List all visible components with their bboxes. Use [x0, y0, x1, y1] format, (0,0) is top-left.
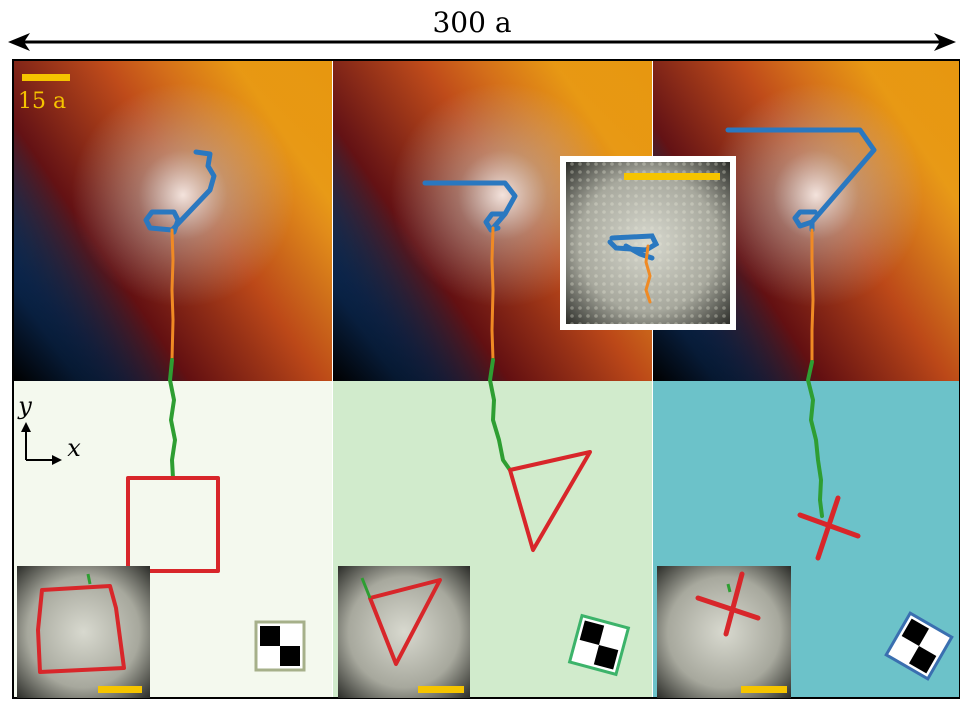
microscope-inset-field — [560, 156, 736, 330]
width-arrow — [8, 33, 956, 51]
y-axis-label: y — [17, 392, 32, 420]
inset-photo-1 — [17, 566, 150, 698]
trajectory-panel-3 — [725, 127, 877, 561]
inset-photo-2 — [338, 566, 470, 698]
trajectory-panel-1 — [126, 149, 220, 573]
trajectory-panel-2 — [422, 180, 592, 552]
axes-indicator — [21, 422, 62, 465]
field-panel-1 — [14, 61, 332, 381]
width-label: 300 a — [432, 6, 511, 39]
inset-photo-3 — [657, 566, 791, 698]
inset-scale-bar — [624, 173, 720, 180]
x-axis-label: x — [67, 434, 81, 462]
checker-marker-1 — [254, 620, 306, 672]
scale-label: 15 a — [18, 89, 66, 114]
scale-bar — [22, 74, 70, 81]
checker-marker-2 — [567, 613, 631, 677]
checker-marker-3 — [884, 611, 954, 681]
